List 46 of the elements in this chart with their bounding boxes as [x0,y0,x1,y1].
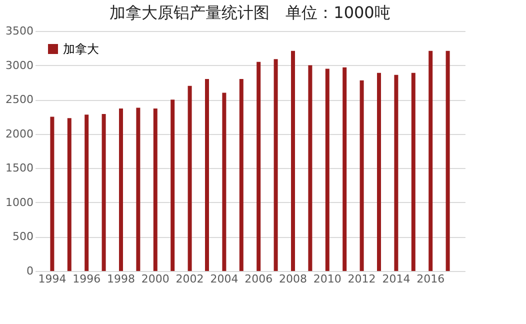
bar [342,67,347,271]
x-tick-label: 1998 [107,272,135,286]
x-tick-label: 2002 [176,272,204,286]
bar [102,114,106,271]
bar [360,80,364,271]
bar [411,72,416,271]
y-tick-label: 500 [12,230,34,244]
bar [308,65,312,271]
bar [222,92,226,271]
bar [84,114,89,271]
legend-label: 加拿大 [63,42,99,56]
bar [119,108,123,271]
bar [239,79,244,271]
x-tick-label: 2016 [416,272,445,286]
y-tick-label: 1000 [6,196,34,209]
bar [153,108,158,271]
x-tick-label: 1994 [38,272,66,286]
x-tick-label: 2012 [348,272,376,286]
bar [67,118,72,271]
x-tick-label: 2006 [244,272,273,286]
bar [170,100,175,271]
x-tick-label: 2014 [382,272,410,286]
y-tick-label: 2000 [6,127,34,140]
bar [256,62,261,271]
y-tick-label: 3500 [6,24,34,38]
y-tick-label: 0 [26,264,34,278]
y-tick-label: 1500 [6,162,34,175]
bar [50,116,54,271]
bar [291,50,295,271]
bar [188,86,192,271]
x-tick-label: 2010 [313,272,342,286]
bar [394,74,398,271]
bar [428,50,433,271]
bar [136,108,140,271]
bar [205,79,209,271]
x-tick-label: 1996 [72,272,101,286]
bar [325,68,330,271]
y-tick-label: 3000 [6,58,34,72]
x-tick-label: 2004 [210,272,238,286]
bar [274,59,278,271]
chart-title: 加拿大原铝产量统计图 单位：1000吨 [110,3,390,22]
x-tick-label: 2008 [279,272,307,286]
x-tick-label: 2000 [141,272,170,286]
bar [446,50,450,271]
y-tick-label: 2500 [6,93,34,106]
bar [377,72,381,271]
